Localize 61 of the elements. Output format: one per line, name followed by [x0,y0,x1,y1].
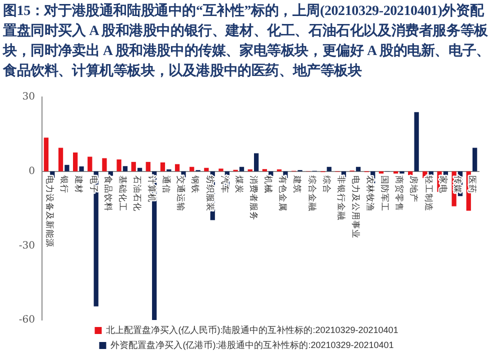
x-tick-label: 非银行金融 [335,175,346,220]
bar [174,164,180,172]
x-tick-label: 电子 [88,175,99,194]
x-tick-label: 有色金属 [277,175,288,212]
bar [44,138,49,172]
y-tick-label: -30 [18,240,35,252]
bar [146,162,150,172]
x-tick-label: 银行 [58,174,70,194]
x-tick-label: 食品饮料 [102,175,114,212]
x-tick-label: 电力及公用事业 [350,175,361,238]
bar [58,148,64,172]
bar [131,162,136,172]
bar [204,168,209,172]
bar [190,166,194,172]
x-tick-label: 钢铁 [190,174,201,194]
bar [400,171,404,174]
x-tick-label: 传媒 [452,175,463,194]
x-tick-label: 综合 [320,175,332,194]
bar [116,159,122,172]
bar [472,148,478,172]
y-tick-label: -60 [18,314,35,326]
x-tick-label: 轻工制造 [422,175,434,212]
bar [122,166,128,172]
bar [88,156,92,172]
bar [326,166,332,172]
y-tick-label: 30 [22,92,35,103]
bar [160,162,166,172]
x-tick-label: 基础化工 [116,175,128,212]
bar [64,164,70,172]
x-tick-label: 国防军工 [379,175,390,212]
bar [79,166,84,172]
x-tick-label: 煤炭 [233,175,244,194]
chart-title: 图15：对于港股通和陆股通中的“互补性”标的，上周(20210329-20210401)外资配置盘同时买入 A 股和港股中的银行、建材、化工、石油石化以及消费者服务等板块，同时净卖出 A 股和港股中的传媒、家电等板块，更偏好 A 股的电新、电子、食品饮料、计算机等板块，以及港股中的医药、地产等板块 [3,2,491,81]
x-tick-label: 商贸零售 [394,175,405,212]
bar [102,158,107,172]
x-tick-label: 石油石化 [131,175,142,212]
bar [137,168,142,172]
bar [218,168,224,172]
bar [254,153,259,172]
x-tick-label: 通信 [160,175,172,194]
x-tick-label: 农林牧渔 [364,175,376,212]
x-tick-label: 消费者服务 [248,175,260,220]
bar [356,166,361,172]
x-tick-label: 医药 [466,175,478,194]
x-tick-label: 电力设备及新能源 [44,175,56,248]
x-tick-label: 计算机 [146,175,158,202]
x-tick-label: 建筑 [292,174,303,194]
bar [239,166,244,172]
y-tick-label: 0 [28,166,35,177]
bar [414,112,419,172]
x-tick-label: 房地产 [408,175,420,202]
x-tick-label: 纺织服装 [204,175,216,212]
legend-label: 北上配置盘净买入(亿人民币):陆股通中的互补性标的:20210329-20210401 [106,324,398,335]
x-tick-label: 建材 [73,174,84,194]
x-tick-label: 机械 [262,175,274,194]
legend-label: 外资配置盘净买入(亿港币):港股通中的互补性标的:20210329-20210401 [110,340,394,350]
x-tick-label: 综合金融 [306,175,318,212]
x-tick-label: 交通运输 [175,175,186,212]
x-tick-label: 家电 [437,175,448,194]
bar [73,152,78,172]
x-tick-label: 汽车 [218,175,230,194]
